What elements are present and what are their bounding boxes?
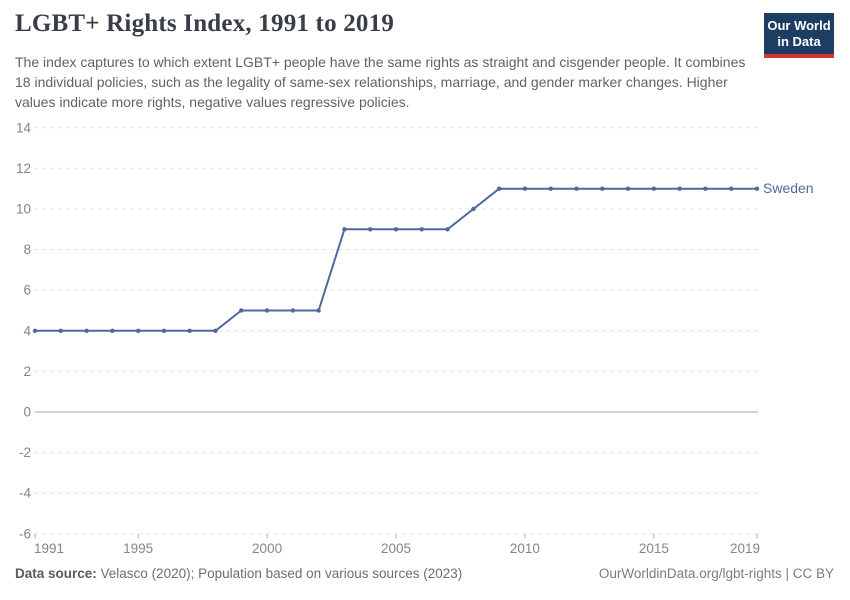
x-axis-tick-label: 2000 bbox=[252, 541, 282, 556]
data-source-label: Data source: bbox=[15, 566, 97, 581]
x-axis-tick-label: 2005 bbox=[381, 541, 411, 556]
y-axis-tick-label: 12 bbox=[16, 161, 31, 176]
data-point[interactable] bbox=[522, 186, 528, 191]
data-point[interactable] bbox=[290, 308, 296, 313]
data-point[interactable] bbox=[110, 328, 115, 333]
data-point[interactable] bbox=[58, 328, 63, 333]
data-point[interactable] bbox=[548, 186, 553, 191]
y-axis-tick-label: 0 bbox=[23, 405, 31, 420]
data-source: Data source: Velasco (2020); Population … bbox=[15, 566, 462, 581]
data-point[interactable] bbox=[729, 186, 734, 191]
data-point[interactable] bbox=[754, 186, 760, 191]
data-point[interactable] bbox=[316, 308, 321, 313]
data-point[interactable] bbox=[393, 227, 399, 232]
series-label-sweden[interactable]: Sweden bbox=[763, 180, 814, 196]
data-point[interactable] bbox=[574, 186, 579, 191]
data-point[interactable] bbox=[342, 227, 347, 232]
data-source-text: Velasco (2020); Population based on vari… bbox=[96, 566, 463, 581]
data-point[interactable] bbox=[84, 328, 89, 333]
data-point[interactable] bbox=[651, 186, 657, 191]
data-point[interactable] bbox=[368, 227, 373, 232]
data-point[interactable] bbox=[187, 328, 192, 333]
y-axis-tick-label: 14 bbox=[16, 120, 32, 135]
y-axis-tick-label: 6 bbox=[23, 283, 31, 298]
data-point[interactable] bbox=[471, 206, 476, 212]
data-point[interactable] bbox=[161, 328, 167, 333]
series-line-sweden[interactable] bbox=[35, 187, 757, 332]
y-axis-tick-label: -2 bbox=[19, 445, 31, 460]
chart-footer: Data source: Velasco (2020); Population … bbox=[15, 566, 834, 581]
data-point[interactable] bbox=[419, 227, 424, 232]
y-axis-tick-label: 8 bbox=[23, 242, 31, 257]
y-axis-tick-label: -4 bbox=[19, 486, 31, 501]
line-chart-canvas[interactable]: 14 12 10 8 6 4 2 0 -2 -4 -6 1991 1995 2000 2005 2010 201… bbox=[0, 112, 850, 560]
x-axis-tick-label: 2015 bbox=[639, 541, 669, 556]
data-point[interactable] bbox=[264, 308, 270, 313]
owid-logo-line1: Our World bbox=[767, 18, 831, 33]
x-axis-tick-label: 1991 bbox=[34, 541, 64, 556]
data-point[interactable] bbox=[677, 186, 682, 191]
chart-title: LGBT+ Rights Index, 1991 to 2019 bbox=[15, 10, 395, 37]
owid-logo[interactable]: Our World in Data bbox=[764, 13, 834, 58]
data-point[interactable] bbox=[135, 328, 141, 333]
data-point[interactable] bbox=[600, 186, 605, 191]
y-axis-tick-label: 2 bbox=[23, 364, 31, 379]
data-point[interactable] bbox=[239, 308, 244, 313]
owid-logo-line2: in Data bbox=[777, 34, 821, 49]
x-axis-tick-label: 2019 bbox=[730, 541, 760, 556]
x-axis-tick-label: 2010 bbox=[510, 541, 540, 556]
y-axis-tick-label: -6 bbox=[19, 526, 31, 541]
x-axis-tick-label: 1995 bbox=[123, 541, 153, 556]
data-point[interactable] bbox=[703, 186, 708, 191]
attribution-link[interactable]: OurWorldinData.org/lgbt-rights | CC BY bbox=[598, 566, 834, 581]
chart-subtitle: The index captures to which extent LGBT+… bbox=[15, 54, 746, 110]
data-point[interactable] bbox=[625, 186, 631, 191]
data-point[interactable] bbox=[213, 328, 218, 333]
data-point[interactable] bbox=[32, 328, 38, 333]
y-axis-tick-label: 10 bbox=[16, 202, 31, 217]
y-axis-tick-label: 4 bbox=[23, 323, 31, 338]
data-point[interactable] bbox=[496, 186, 502, 191]
data-point[interactable] bbox=[445, 227, 450, 232]
